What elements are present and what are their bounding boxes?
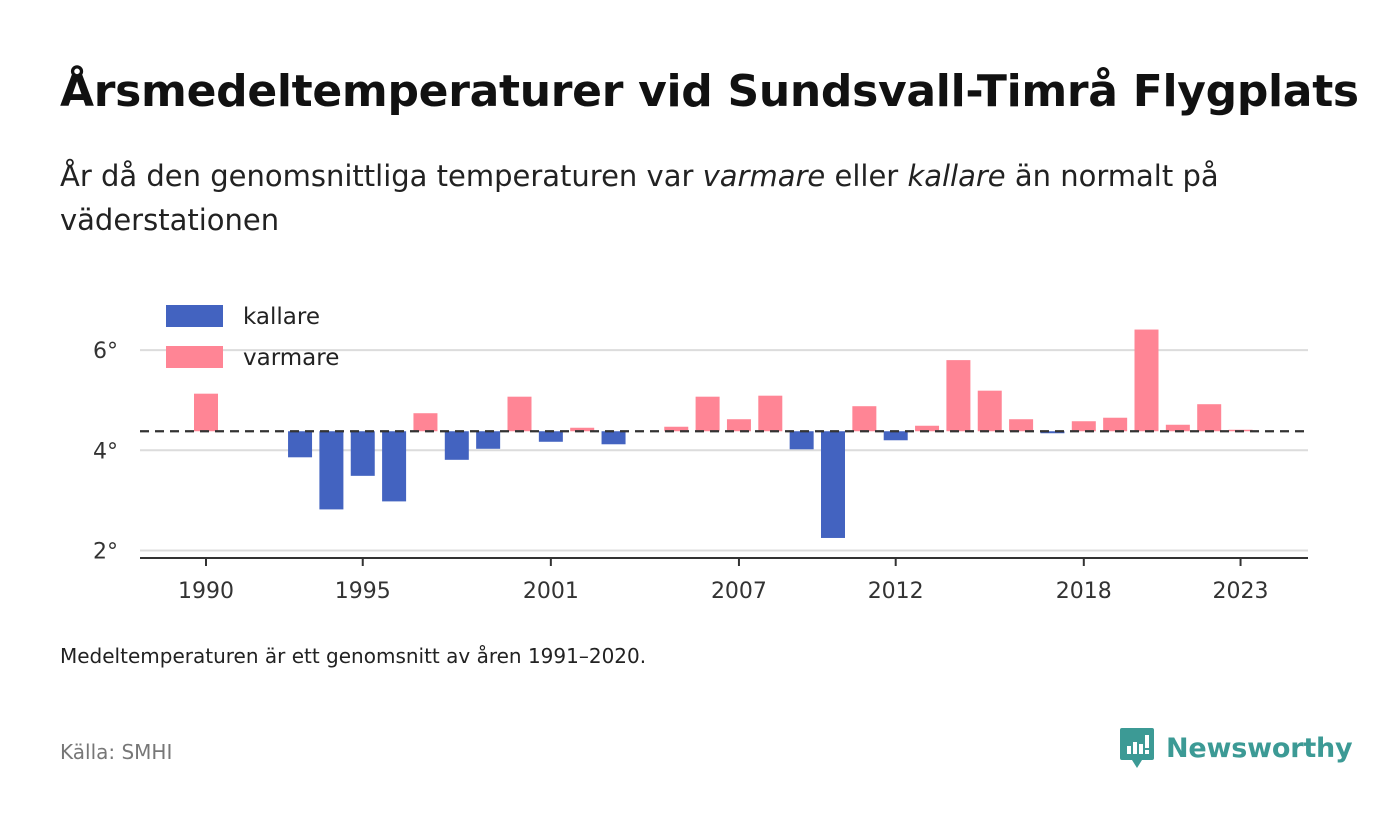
legend-swatch-warmer <box>166 346 223 368</box>
bar-2006 <box>695 396 720 432</box>
bar-2020 <box>1134 329 1159 432</box>
subtitle-text-1: År då den genomsnittliga temperaturen va… <box>60 159 703 193</box>
bar-2012 <box>883 431 908 441</box>
legend: kallare varmare <box>166 304 339 371</box>
bar-2001 <box>538 431 563 442</box>
axis-layer: 1990 1995 2001 2007 2012 2018 2023 <box>140 557 1308 604</box>
bar-1993 <box>288 431 313 458</box>
x-tick-label: 1990 <box>178 579 234 604</box>
chart-title: Årsmedeltemperaturer vid Sundsvall-Timrå… <box>60 66 1359 117</box>
bar-1995 <box>350 431 375 476</box>
brand-name: Newsworthy <box>1166 732 1353 764</box>
x-tick-label: 2012 <box>868 579 924 604</box>
bar-layer <box>140 329 1308 538</box>
newsworthy-logo-icon <box>1120 728 1154 768</box>
bar-2015 <box>977 390 1002 432</box>
x-tick-label: 2007 <box>711 579 767 604</box>
bar-2000 <box>507 396 532 432</box>
source-credit: Källa: SMHI <box>60 740 173 764</box>
bar-chart: 2° 4° 6° 1990 1995 2001 2007 2012 2018 2023 kall… <box>93 304 1308 604</box>
legend-label-warmer: varmare <box>243 345 339 371</box>
bar-2019 <box>1103 417 1128 432</box>
x-tick-label: 2023 <box>1213 579 1269 604</box>
y-tick-label: 6° <box>93 339 118 364</box>
bar-2007 <box>726 419 751 432</box>
subtitle-colder: kallare <box>907 159 1006 193</box>
legend-swatch-colder <box>166 305 223 327</box>
y-tick-label: 4° <box>93 439 118 464</box>
footnote: Medeltemperaturen är ett genomsnitt av å… <box>60 644 647 668</box>
bar-1990 <box>194 393 218 432</box>
bar-1998 <box>444 431 469 460</box>
legend-label-colder: kallare <box>243 304 320 330</box>
subtitle-text-3: än normalt på väderstationen <box>60 159 1219 237</box>
bar-2002 <box>570 427 595 432</box>
bar-2003 <box>601 431 626 445</box>
bar-2009 <box>789 431 814 450</box>
bar-2014 <box>946 360 971 432</box>
bar-2008 <box>758 395 783 432</box>
bar-1999 <box>476 431 501 449</box>
bar-2021 <box>1165 424 1190 432</box>
y-tick-label: 2° <box>93 539 118 564</box>
bar-1997 <box>413 413 438 432</box>
x-tick-label: 2001 <box>523 579 579 604</box>
x-tick-label: 1995 <box>335 579 391 604</box>
chart-subtitle: År då den genomsnittliga temperaturen va… <box>60 154 1340 242</box>
bar-1996 <box>382 431 407 502</box>
bar-2005 <box>664 426 689 432</box>
bar-1994 <box>319 431 344 510</box>
brand-logo: Newsworthy <box>1118 726 1353 770</box>
bar-2013 <box>915 425 940 432</box>
bar-2018 <box>1071 421 1096 432</box>
grid-layer: 2° 4° 6° <box>93 339 1308 564</box>
bar-2017 <box>1040 431 1065 434</box>
bar-2010 <box>821 431 845 538</box>
bar-2022 <box>1197 404 1222 432</box>
bar-2016 <box>1009 419 1034 432</box>
bar-2011 <box>852 406 877 432</box>
x-tick-label: 2018 <box>1056 579 1112 604</box>
subtitle-text-2: eller <box>825 159 908 193</box>
subtitle-warmer: varmare <box>702 159 826 193</box>
